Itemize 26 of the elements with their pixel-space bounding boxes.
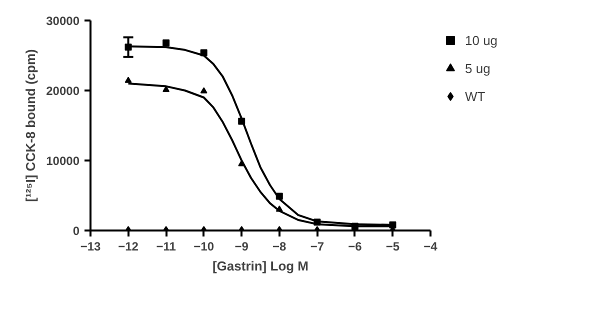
point xyxy=(124,44,132,51)
point xyxy=(200,87,208,94)
y-tick-label: 10000 xyxy=(46,154,80,168)
legend-label: 10 ug xyxy=(465,32,498,48)
x-tick-label: −13 xyxy=(80,240,102,254)
x-tick-label: −5 xyxy=(386,240,400,254)
point xyxy=(124,76,132,83)
x-tick-label: −7 xyxy=(310,240,324,254)
point xyxy=(238,118,246,125)
legend-label: 5 ug xyxy=(465,60,490,76)
x-tick-label: −11 xyxy=(156,240,176,254)
point xyxy=(162,39,170,46)
y-tick-label: 30000 xyxy=(46,14,80,28)
x-tick-label: −8 xyxy=(272,240,287,254)
y-tick-label: 20000 xyxy=(46,84,80,98)
point xyxy=(276,206,283,212)
x-axis-title: [Gastrin] Log M xyxy=(212,258,309,274)
x-tick-label: −9 xyxy=(234,240,249,254)
x-tick-label: −12 xyxy=(118,240,139,254)
y-axis-title: [¹²⁵I] CCK-8 bound (cpm) xyxy=(23,49,38,202)
x-tick-label: −10 xyxy=(194,240,214,254)
point xyxy=(200,49,208,56)
x-tick-label: −6 xyxy=(348,240,362,254)
x-tick-label: −4 xyxy=(424,240,438,254)
y-tick-label: 0 xyxy=(72,224,80,238)
legend-label: WT xyxy=(465,88,486,104)
